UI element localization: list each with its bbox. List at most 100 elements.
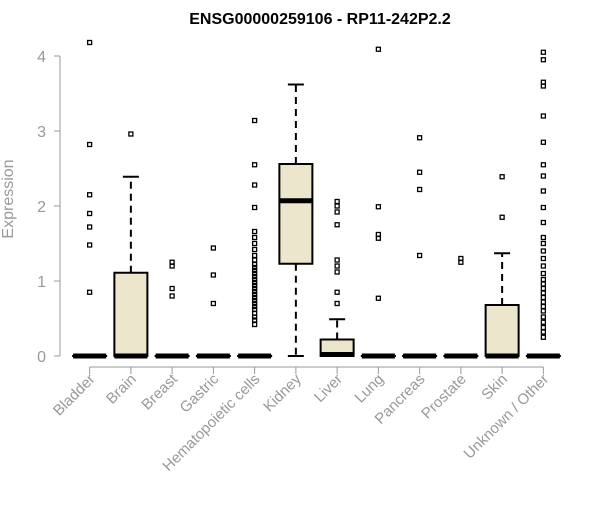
outlier-point [541,58,545,62]
outlier-point [253,206,257,210]
box-1 [114,132,147,356]
outlier-point [253,242,257,246]
outlier-point [253,230,257,234]
x-tick-label: Lung [352,371,388,407]
box-3 [197,246,230,356]
box-body [114,273,147,356]
x-tick-label: Breast [138,370,181,413]
outlier-point [335,204,339,208]
outlier-point [541,236,545,240]
outlier-point [541,114,545,118]
box-9 [444,257,477,357]
outlier-point [335,200,339,204]
box-11 [527,50,560,356]
outlier-point [335,290,339,294]
outlier-point [88,212,92,216]
box-4 [238,119,271,357]
box-5 [279,85,312,357]
outlier-point [335,270,339,274]
outlier-point [211,302,215,306]
outlier-point [541,300,545,304]
outlier-point [253,263,257,267]
outlier-point [541,278,545,282]
y-axis: 0 1 2 3 4 [37,49,60,366]
outlier-point [253,258,257,262]
outlier-point [335,302,339,306]
box-body [279,164,312,264]
outlier-point [170,260,174,264]
outlier-point [253,254,257,258]
outlier-point [211,246,215,250]
outlier-point [541,326,545,330]
outlier-point [541,189,545,193]
box-body [486,305,519,356]
outlier-point [335,264,339,268]
outlier-point [88,193,92,197]
outlier-point [129,132,133,136]
outlier-point [418,136,422,140]
outlier-point [170,294,174,298]
y-tick-label: 4 [37,49,46,66]
outlier-point [541,50,545,54]
outlier-point [211,273,215,277]
outlier-point [541,80,545,84]
outlier-point [170,287,174,291]
outlier-point [541,335,545,339]
outlier-point [88,41,92,45]
outlier-point [335,210,339,214]
outlier-point [541,264,545,268]
y-tick-label: 1 [37,274,46,291]
outlier-point [88,290,92,294]
box-8 [403,136,436,356]
x-tick-label: Kidney [260,370,305,415]
outlier-point [253,248,257,252]
outlier-point [253,163,257,167]
outlier-point [88,225,92,229]
y-tick-label: 0 [37,349,46,366]
y-axis-label: Expression [0,159,17,238]
outlier-point [88,143,92,147]
outlier-point [376,233,380,237]
x-tick-label: Skin [478,371,511,404]
outlier-point [418,254,422,258]
outlier-point [376,296,380,300]
outlier-point [541,305,545,309]
box-7 [362,47,395,356]
outlier-point [335,223,339,227]
outlier-point [88,243,92,247]
outlier-point [541,242,545,246]
chart-title: ENSG00000259106 - RP11-242P2.2 [189,11,451,28]
outlier-point [376,47,380,51]
y-tick-label: 2 [37,199,46,216]
outlier-point [541,330,545,334]
outlier-point [376,205,380,209]
outlier-point [253,323,257,327]
outlier-point [541,163,545,167]
outlier-point [459,257,463,261]
outlier-point [541,206,545,210]
box-0 [73,41,106,357]
outlier-point [500,215,504,219]
boxes-group [73,41,560,357]
outlier-point [541,174,545,178]
outlier-point [541,257,545,261]
box-10 [486,175,519,356]
outlier-point [541,282,545,286]
outlier-point [541,320,545,324]
outlier-point [541,309,545,313]
outlier-point [253,183,257,187]
x-tick-label: Prostate [418,371,470,423]
outlier-point [253,236,257,240]
y-tick-label: 3 [37,124,46,141]
x-tick-label: Brain [103,371,140,408]
outlier-point [541,249,545,253]
outlier-point [541,291,545,295]
outlier-point [541,140,545,144]
outlier-point [335,258,339,262]
outlier-point [500,175,504,179]
x-tick-label: Liver [311,371,346,406]
outlier-point [418,188,422,192]
